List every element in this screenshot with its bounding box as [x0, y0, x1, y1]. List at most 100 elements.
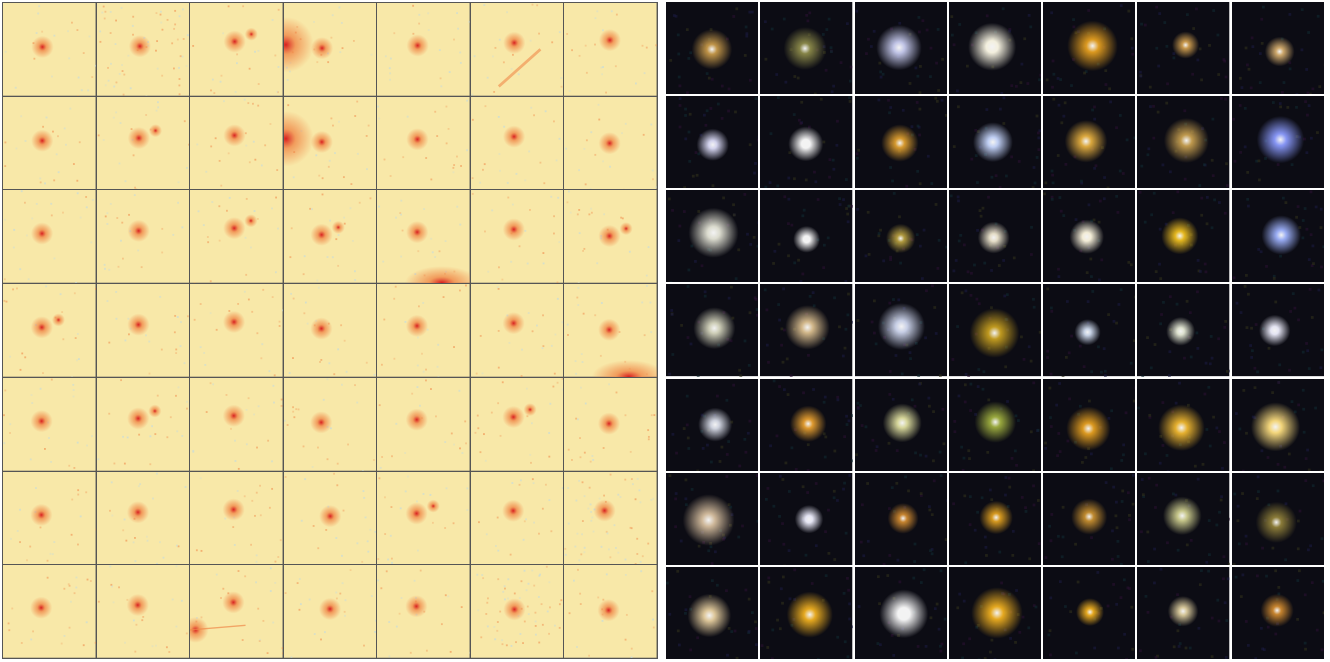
heatmap-thumbnail — [283, 190, 377, 284]
heatmap-thumbnail — [564, 471, 657, 565]
heatmap-thumbnail — [190, 284, 283, 377]
heatmap-thumbnail — [190, 565, 283, 658]
heatmap-thumbnail — [283, 471, 377, 565]
color-image-thumbnail — [948, 472, 1042, 565]
heatmap-thumbnail — [564, 284, 657, 377]
color-image-thumbnail — [666, 2, 759, 95]
heatmap-thumbnail — [3, 3, 96, 96]
color-image-thumbnail — [1137, 284, 1230, 377]
heatmap-thumbnail — [283, 96, 377, 190]
color-image-thumbnail — [1231, 2, 1324, 95]
heatmap-thumbnail — [564, 96, 657, 190]
heatmap-thumbnail — [564, 377, 657, 471]
heatmap-thumbnail — [3, 565, 96, 658]
color-image-thumbnail — [948, 378, 1042, 471]
heatmap-thumbnail — [283, 565, 377, 658]
color-image-thumbnail — [1043, 96, 1136, 189]
color-image-thumbnail-grid — [666, 2, 1324, 659]
color-image-thumbnail — [666, 378, 759, 471]
heatmap-thumbnail — [96, 471, 190, 565]
color-image-thumbnail — [760, 566, 853, 659]
color-image-thumbnail — [948, 2, 1042, 95]
color-image-thumbnail — [760, 190, 853, 283]
color-image-thumbnail — [1137, 378, 1230, 471]
heatmap-thumbnail — [470, 565, 564, 658]
heatmap-thumbnail — [377, 565, 470, 658]
heatmap-thumbnail — [377, 3, 470, 96]
heatmap-thumbnail — [96, 3, 190, 96]
color-image-thumbnail — [760, 378, 853, 471]
color-image-thumbnail — [1231, 284, 1324, 377]
heatmap-thumbnail — [190, 96, 283, 190]
color-image-thumbnail — [854, 190, 947, 283]
heatmap-thumbnail — [190, 377, 283, 471]
heatmap-thumbnail — [96, 190, 190, 284]
color-image-thumbnail — [948, 190, 1042, 283]
color-image-thumbnail — [760, 472, 853, 565]
heatmap-thumbnail — [377, 471, 470, 565]
color-image-thumbnail — [854, 2, 947, 95]
color-image-thumbnail — [1137, 190, 1230, 283]
heatmap-thumbnail — [96, 96, 190, 190]
heatmap-thumbnail — [190, 3, 283, 96]
heatmap-thumbnail — [470, 377, 564, 471]
heatmap-thumbnail — [283, 377, 377, 471]
heatmap-thumbnail — [470, 3, 564, 96]
heatmap-thumbnail — [96, 565, 190, 658]
color-image-thumbnail — [760, 2, 853, 95]
heatmap-thumbnail — [377, 284, 470, 377]
heatmap-thumbnail-grid — [2, 2, 658, 659]
color-image-thumbnail — [854, 96, 947, 189]
heatmap-thumbnail — [564, 3, 657, 96]
color-image-thumbnail — [1231, 472, 1324, 565]
heatmap-thumbnail — [3, 377, 96, 471]
heatmap-thumbnail — [377, 96, 470, 190]
color-image-thumbnail — [854, 566, 947, 659]
heatmap-thumbnail — [377, 377, 470, 471]
color-image-thumbnail — [666, 284, 759, 377]
color-image-thumbnail — [948, 566, 1042, 659]
color-image-thumbnail — [760, 96, 853, 189]
heatmap-thumbnail — [283, 3, 377, 96]
heatmap-thumbnail — [190, 471, 283, 565]
heatmap-thumbnail — [470, 190, 564, 284]
heatmap-thumbnail — [3, 96, 96, 190]
heatmap-thumbnail — [470, 471, 564, 565]
color-image-thumbnail — [1137, 2, 1230, 95]
color-image-thumbnail — [1043, 472, 1136, 565]
color-image-thumbnail — [666, 190, 759, 283]
heatmap-thumbnail — [564, 565, 657, 658]
color-image-thumbnail — [1137, 96, 1230, 189]
color-image-thumbnail — [666, 472, 759, 565]
color-image-thumbnail — [1231, 378, 1324, 471]
heatmap-thumbnail — [3, 284, 96, 377]
heatmap-thumbnail — [564, 190, 657, 284]
heatmap-thumbnail — [3, 471, 96, 565]
color-image-thumbnail — [1043, 2, 1136, 95]
heatmap-thumbnail — [470, 96, 564, 190]
color-image-thumbnail — [948, 284, 1042, 377]
color-image-thumbnail — [1043, 566, 1136, 659]
color-image-thumbnail — [854, 378, 947, 471]
color-image-thumbnail — [1231, 190, 1324, 283]
heatmap-thumbnail — [470, 284, 564, 377]
color-image-thumbnail — [948, 96, 1042, 189]
color-image-thumbnail — [760, 284, 853, 377]
color-image-thumbnail — [1231, 96, 1324, 189]
color-image-thumbnail — [1137, 566, 1230, 659]
heatmap-thumbnail — [190, 190, 283, 284]
color-image-thumbnail — [1043, 378, 1136, 471]
color-image-thumbnail — [1043, 190, 1136, 283]
heatmap-thumbnail — [3, 190, 96, 284]
heatmap-thumbnail — [96, 377, 190, 471]
heatmap-thumbnail — [96, 284, 190, 377]
color-image-thumbnail — [1043, 284, 1136, 377]
color-image-thumbnail — [666, 96, 759, 189]
heatmap-thumbnail — [283, 284, 377, 377]
color-image-thumbnail — [666, 566, 759, 659]
color-image-thumbnail — [1137, 472, 1230, 565]
color-image-thumbnail — [854, 284, 947, 377]
color-image-thumbnail — [1231, 566, 1324, 659]
color-image-thumbnail — [854, 472, 947, 565]
heatmap-thumbnail — [377, 190, 470, 284]
